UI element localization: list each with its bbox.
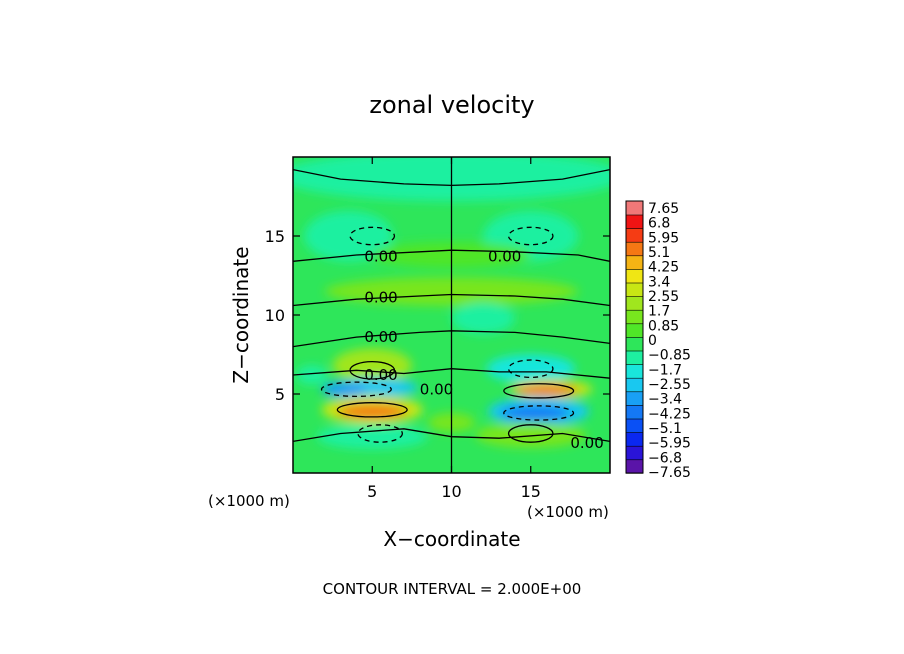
- x-tick-label: 15: [521, 482, 541, 501]
- colorbar-label: 6.8: [648, 216, 670, 232]
- x-unit-left: (×1000 m): [208, 492, 290, 510]
- colorbar-label: −6.8: [648, 450, 682, 466]
- contour-label: 0.00: [364, 366, 397, 384]
- field-blob: [451, 302, 515, 334]
- contour-label: 0.00: [420, 380, 453, 398]
- colorbar-label: −3.4: [648, 392, 682, 408]
- contour-label: 0.00: [570, 434, 603, 452]
- y-axis: 5 10 15: [265, 227, 610, 404]
- positive-contour: [503, 383, 575, 399]
- colorbar-cell: [625, 391, 644, 406]
- positive-contour: [507, 424, 554, 443]
- contour-label: 0.00: [364, 289, 397, 307]
- colorbar: [625, 200, 644, 474]
- contour-label: 0.00: [364, 328, 397, 346]
- colorbar-label: −5.1: [648, 421, 682, 437]
- heatmap-field: [293, 157, 610, 473]
- colorbar-cell: [625, 227, 644, 243]
- colorbar-cell: [625, 309, 644, 325]
- colorbar-label: −2.55: [648, 377, 691, 393]
- y-axis-label: Z−coordinate: [229, 246, 253, 383]
- colorbar-label: −4.25: [648, 406, 691, 422]
- colorbar-label: 7.65: [648, 201, 679, 217]
- y-tick-label: 5: [275, 385, 285, 404]
- colorbar-label: −0.85: [648, 348, 691, 364]
- colorbar-cell: [625, 336, 644, 352]
- colorbar-label: 0: [648, 333, 657, 349]
- colorbar-cell: [625, 418, 644, 433]
- colorbar-label: 1.7: [648, 304, 670, 320]
- colorbar-cell: [625, 295, 644, 311]
- colorbar-cell: [625, 445, 644, 461]
- field-blob: [337, 404, 408, 419]
- colorbar-cell: [625, 214, 644, 229]
- y-tick-label: 15: [265, 227, 285, 246]
- negative-contour: [507, 359, 554, 379]
- negative-contour: [357, 424, 404, 443]
- colorbar-label: 4.25: [648, 260, 679, 276]
- colorbar-cell: [625, 404, 644, 420]
- y-tick-label: 10: [265, 306, 285, 325]
- field-blob: [514, 384, 579, 396]
- colorbar-label: 2.55: [648, 289, 679, 305]
- contour-interval-note: CONTOUR INTERVAL = 2.000E+00: [323, 580, 582, 598]
- colorbar-label: 0.85: [648, 318, 679, 334]
- colorbar-cell: [625, 363, 644, 379]
- contour-label: 0.00: [364, 248, 397, 266]
- negative-contour: [349, 226, 396, 246]
- colorbar-cell: [625, 323, 644, 338]
- field-blob: [486, 354, 576, 383]
- field-blob: [296, 365, 328, 385]
- x-unit-right: (×1000 m): [527, 503, 609, 521]
- x-tick-label: 5: [367, 482, 377, 501]
- colorbar-label: −7.65: [648, 465, 691, 481]
- field-blob: [500, 405, 571, 421]
- x-axis: 5 10 15: [367, 157, 541, 501]
- field-blob: [304, 210, 393, 262]
- colorbar-label: −1.7: [648, 362, 682, 378]
- field-blob: [316, 424, 428, 450]
- x-tick-label: 10: [441, 482, 461, 501]
- colorbar-cell: [625, 200, 644, 216]
- colorbar-cell: [625, 377, 644, 393]
- colorbar-cell: [625, 459, 644, 474]
- colorbar-label: 5.95: [648, 230, 679, 246]
- colorbar-cell: [625, 282, 644, 297]
- contour-labels: 0.00 0.00 0.00 0.00 0.00 0.00 0.00: [364, 248, 603, 452]
- negative-contour: [507, 226, 554, 246]
- colorbar-cell: [625, 255, 644, 270]
- colorbar-cell: [625, 241, 644, 257]
- colorbar-label: 3.4: [648, 274, 670, 290]
- colorbar-label: −5.95: [648, 436, 691, 452]
- contour-label: 0.00: [488, 248, 521, 266]
- colorbar-cell: [625, 431, 644, 447]
- positive-contour: [349, 360, 396, 380]
- field-blob: [321, 381, 366, 398]
- colorbar-labels: 7.656.85.955.14.253.42.551.70.850−0.85−1…: [648, 201, 691, 481]
- colorbar-label: 5.1: [648, 245, 670, 261]
- negative-contour: [320, 381, 392, 398]
- colorbar-cell: [625, 268, 644, 284]
- x-axis-label: X−coordinate: [383, 527, 520, 551]
- positive-contour: [336, 402, 408, 418]
- colorbar-cell: [625, 350, 644, 365]
- colorbar-frame: [625, 200, 644, 474]
- negative-contour: [503, 405, 575, 421]
- chart-title: zonal velocity: [369, 91, 534, 119]
- field-blob: [475, 422, 587, 448]
